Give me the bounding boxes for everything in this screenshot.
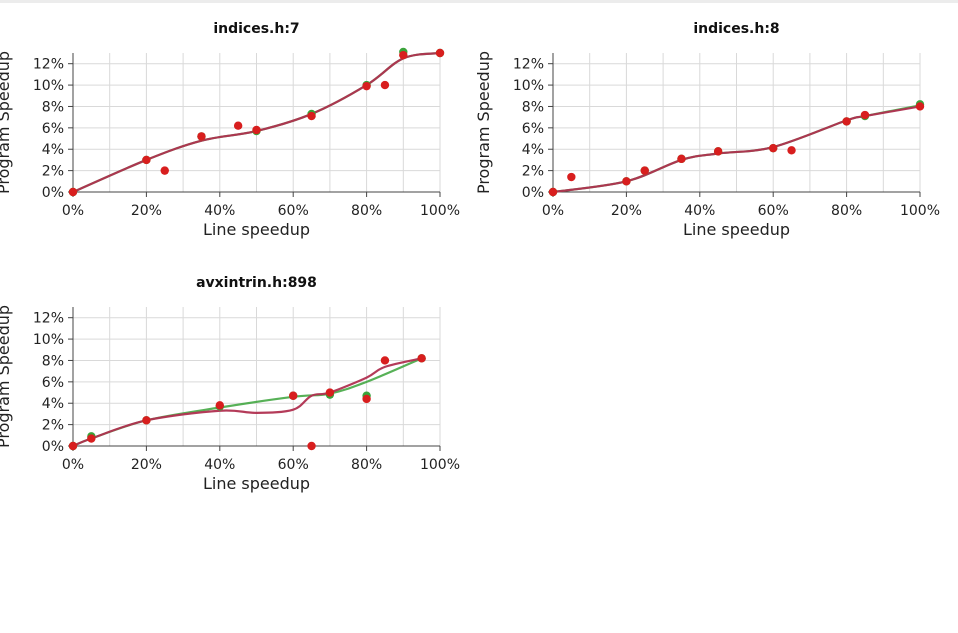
series-2-point [380,80,390,90]
top-border [0,0,958,3]
x-tick-label: 80% [351,457,382,473]
series-2-point [68,187,78,197]
y-tick-label: 6% [42,375,64,391]
x-axis-label: Line speedup [203,220,310,239]
series-2-point [677,154,686,164]
series-2-point [142,416,151,425]
y-tick-label: 6% [42,121,64,137]
x-tick-label: 20% [611,203,642,219]
x-tick-label: 100% [900,203,940,219]
series-2-point [160,166,169,175]
y-tick-label: 0% [42,439,64,455]
series-2-point [233,121,243,130]
y-tick-label: 12% [513,57,544,73]
chart-title: indices.h:8 [693,21,779,37]
x-tick-label: 0% [62,457,84,473]
x-axis-label: Line speedup [203,474,310,493]
chart-title: indices.h:7 [213,21,299,37]
y-tick-label: 4% [522,142,544,158]
y-tick-label: 0% [522,185,544,201]
x-tick-label: 40% [204,457,235,473]
series-2-point [622,177,631,186]
y-axis-label: Program Speedup [474,51,493,194]
x-tick-label: 40% [684,203,715,219]
x-tick-label: 100% [420,203,460,219]
chart-panel-3: avxintrin.h:898 0% 20% 40% 60% 80% 100% 0% 2% 4% 6… [0,275,460,493]
y-tick-label: 2% [42,164,64,180]
y-tick-label: 4% [42,142,64,158]
chart-panel-1: indices.h:7 0% 20% 40% 60% 80% 100% 0% 2% 4% 6% 8% 1… [0,21,460,239]
y-tick-label: 12% [33,311,64,327]
y-tick-label: 10% [513,78,544,94]
series-2-point [567,172,576,182]
series-1-trend-line [71,357,423,448]
series-2-point [713,147,723,156]
series-2-point [362,81,371,91]
y-axis-label: Program Speedup [0,51,13,194]
series-2-point [417,354,426,363]
x-tick-label: 40% [204,203,235,219]
series-2-point [307,441,316,451]
series-2-point [289,391,298,400]
series-2-point [399,50,408,60]
series-2-point [362,394,371,404]
series-2-point [325,388,335,397]
series-2-point [548,187,558,197]
x-tick-label: 60% [758,203,789,219]
series-2-point [215,401,224,410]
y-tick-label: 2% [522,164,544,180]
y-tick-label: 6% [522,121,544,137]
y-tick-label: 12% [33,57,64,73]
y-axis-label: Program Speedup [0,305,13,448]
y-tick-label: 10% [33,332,64,348]
x-tick-label: 20% [131,203,162,219]
x-tick-label: 100% [420,457,460,473]
series-2-point [915,102,925,111]
chart-panel-2: indices.h:8 0% 20% 40% 60% 80% 100% 0% 2% 4% 6% 8% 1… [474,21,940,239]
series-2-point [380,356,390,365]
series-2-trend-line [71,357,423,448]
y-tick-label: 2% [42,418,64,434]
series-2-point [87,434,96,443]
y-tick-label: 8% [42,99,64,115]
chart-title: avxintrin.h:898 [196,275,317,291]
y-tick-label: 8% [42,353,64,369]
x-tick-label: 0% [62,203,84,219]
x-tick-label: 60% [278,457,309,473]
series-2-point [252,125,261,135]
series-2-point [860,110,870,120]
series-2-point [435,48,445,58]
series-2-point [197,132,206,141]
x-tick-label: 80% [831,203,862,219]
y-tick-label: 0% [42,185,64,201]
y-tick-label: 8% [522,99,544,115]
y-tick-label: 10% [33,78,64,94]
x-tick-label: 80% [351,203,382,219]
series-2-point [142,155,151,165]
x-axis-label: Line speedup [683,220,790,239]
series-2-point [769,143,778,153]
x-tick-label: 20% [131,457,162,473]
series-2-point [68,441,78,451]
y-tick-label: 4% [42,396,64,412]
series-2-point [842,117,851,126]
series-2-point [640,166,649,175]
series-2-point [787,146,796,155]
x-tick-label: 0% [542,203,564,219]
x-tick-label: 60% [278,203,309,219]
series-2-point [307,111,316,121]
